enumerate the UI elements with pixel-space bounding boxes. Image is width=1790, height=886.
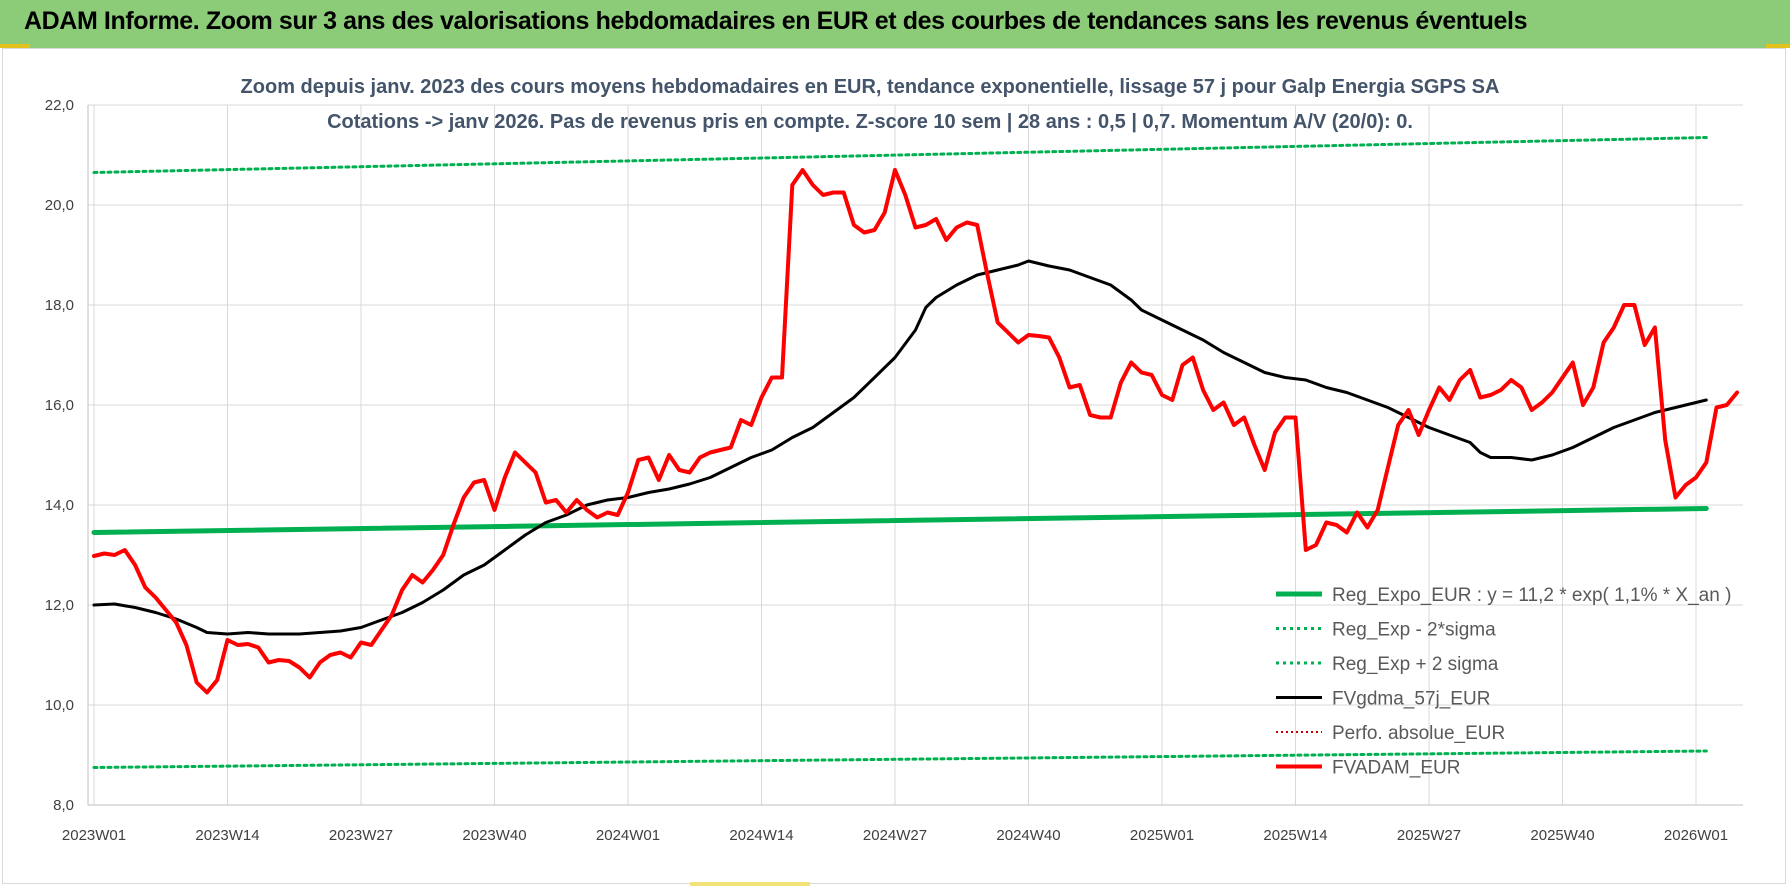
x-tick-label: 2025W40 <box>1530 827 1594 844</box>
x-tick-label: 2024W14 <box>729 827 793 844</box>
grid-layer <box>88 104 1743 806</box>
legend-label-4: Perfo. absolue_EUR <box>1332 723 1505 744</box>
header-title: ADAM Informe. Zoom sur 3 ans des valoris… <box>24 7 1528 35</box>
legend-label-0: Reg_Expo_EUR : y = 11,2 * exp( 1,1% * X_… <box>1332 585 1731 606</box>
x-tick-label: 2023W40 <box>462 827 526 844</box>
x-tick-label: 2023W27 <box>329 827 393 844</box>
legend-label-3: FVgdma_57j_EUR <box>1332 689 1490 710</box>
x-tick-label: 2026W01 <box>1664 827 1728 844</box>
y-tick-label: 20,0 <box>45 197 74 214</box>
y-tick-label: 8,0 <box>53 797 74 814</box>
y-tick-label: 12,0 <box>45 597 74 614</box>
x-tick-label: 2025W27 <box>1397 827 1461 844</box>
header-accent-right <box>1766 44 1790 48</box>
y-tick-label: 18,0 <box>45 297 74 314</box>
x-tick-label: 2023W01 <box>62 827 126 844</box>
series-line-1 <box>92 749 1708 769</box>
header-accent-left <box>0 44 30 48</box>
bottom-accent <box>690 882 810 886</box>
legend-label-1: Reg_Exp - 2*sigma <box>1332 620 1496 641</box>
series-layer <box>91 136 1740 769</box>
header-bar: ADAM Informe. Zoom sur 3 ans des valoris… <box>0 0 1790 48</box>
x-tick-label: 2024W40 <box>996 827 1060 844</box>
series-line-2 <box>92 136 1708 174</box>
y-tick-label: 16,0 <box>45 397 74 414</box>
chart-frame <box>2 48 1786 884</box>
legend-label-2: Reg_Exp + 2 sigma <box>1332 654 1499 675</box>
series-line-5 <box>92 168 1740 695</box>
x-tick-label: 2025W14 <box>1263 827 1327 844</box>
y-tick-label: 10,0 <box>45 697 74 714</box>
chart-title: Zoom depuis janv. 2023 des cours moyens … <box>241 76 1500 133</box>
legend: Reg_Expo_EUR : y = 11,2 * exp( 1,1% * X_… <box>1276 585 1731 779</box>
legend-label-5: FVADAM_EUR <box>1332 758 1460 779</box>
x-tick-label: 2024W27 <box>863 827 927 844</box>
chart-title-line-1: Zoom depuis janv. 2023 des cours moyens … <box>241 76 1500 98</box>
x-tick-label: 2023W14 <box>195 827 259 844</box>
series-line-3 <box>92 259 1708 636</box>
x-tick-label: 2025W01 <box>1130 827 1194 844</box>
axis-layer: 8,0 10,0 12,0 14,0 16,0 18,0 20,0 22,0 2023W01 20… <box>45 97 1743 844</box>
x-tick-label: 2024W01 <box>596 827 660 844</box>
y-tick-label: 22,0 <box>45 97 74 114</box>
y-tick-label: 14,0 <box>45 497 74 514</box>
chart-title-line-2: Cotations -> janv 2026. Pas de revenus p… <box>327 111 1413 133</box>
series-line-0 <box>91 506 1709 535</box>
